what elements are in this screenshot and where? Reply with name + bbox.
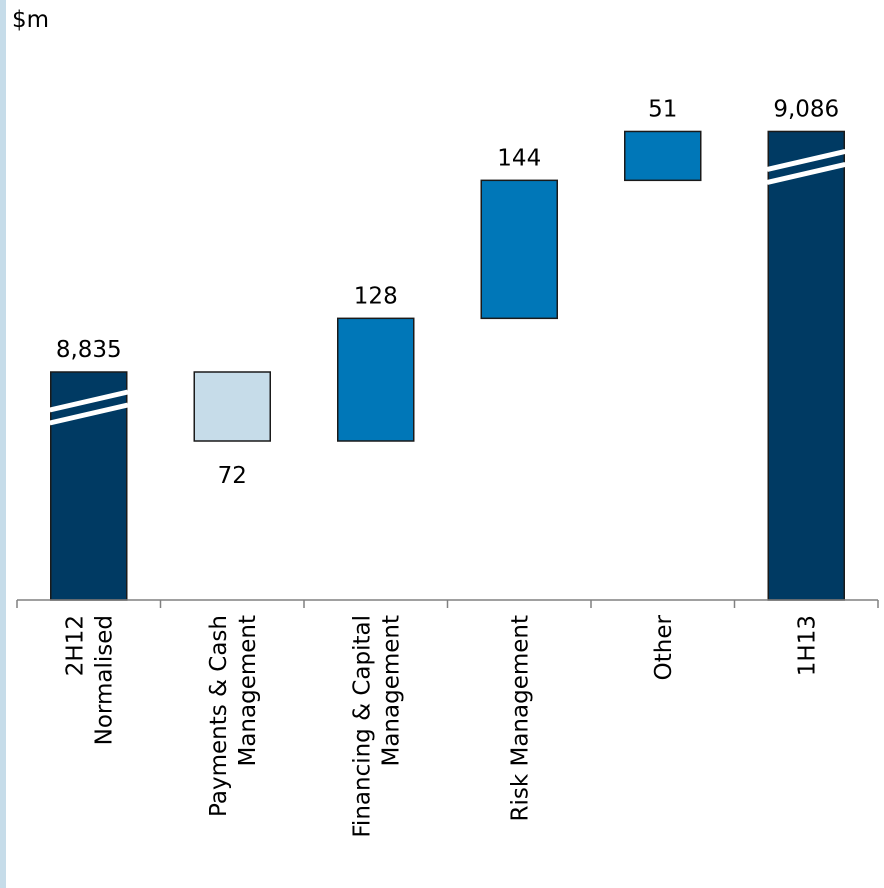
category-label-line: 1H13 [794,615,820,676]
category-label-2: Payments & Cash Management [206,615,261,817]
category-label-line: Management [378,615,404,767]
category-label-3: Financing & Capital Management [349,615,404,838]
category-label-line: 2H12 [62,615,88,676]
bar-2 [193,371,271,442]
value-label-4: 144 [497,145,541,171]
x-axis [16,599,879,608]
category-label-4: Risk Management [507,615,533,822]
bar-5 [624,130,702,182]
axis-break-mark-6 [766,149,846,185]
category-label-1: 2H12 Normalised [62,615,117,745]
value-label-1: 8,835 [56,337,122,363]
axis-break-mark-1 [49,389,129,426]
bar-6 [767,130,845,601]
category-label-line: Management [235,615,261,767]
category-label-line: Normalised [91,615,117,745]
value-labels-layer: 8,835 72 128 144 51 9,086 [56,96,839,489]
category-label-line: Payments & Cash [206,615,232,817]
y-axis-unit-label: $m [12,7,49,33]
value-label-3: 128 [354,283,398,309]
bars-layer [49,130,846,601]
value-label-5: 51 [648,96,677,122]
bar-3 [337,317,415,442]
x-tick-labels: 2H12 Normalised Payments & Cash Management F… [62,614,820,837]
category-label-5: Other [651,614,677,680]
category-label-line: Other [651,614,677,680]
value-label-6: 9,086 [773,96,839,122]
category-label-6: 1H13 [794,615,820,676]
bar-4 [480,179,558,320]
category-label-line: Risk Management [507,615,533,822]
value-label-2: 72 [218,463,247,489]
accent-strip [0,0,6,888]
category-label-line: Financing & Capital [349,615,375,838]
